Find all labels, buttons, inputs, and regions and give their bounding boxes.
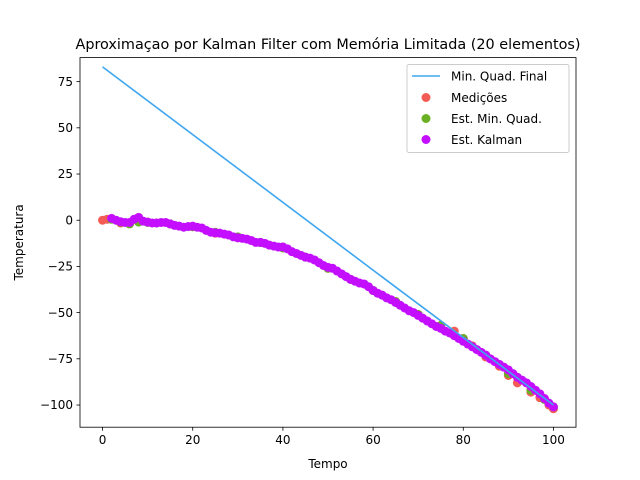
chart-title: Aproximaçao por Kalman Filter com Memóri… — [75, 37, 580, 53]
x-tick-label: 100 — [542, 433, 565, 447]
legend-label-medicoes: Medições — [451, 91, 507, 105]
line-min-quad-final — [102, 66, 554, 406]
x-tick-label: 60 — [365, 433, 380, 447]
y-axis: 75 50 25 0 −25 −50 −75 −100 — [40, 75, 80, 412]
plot-marks — [98, 66, 558, 414]
y-tick-label: −75 — [48, 352, 73, 366]
legend-marker-medicoes — [421, 93, 431, 102]
y-tick-label: 75 — [58, 75, 73, 89]
y-axis-title: Temperatura — [12, 204, 26, 281]
legend: Min. Quad. Final Medições Est. Min. Quad… — [406, 64, 570, 153]
y-tick-label: 0 — [65, 213, 73, 227]
point-est-kalman — [548, 402, 558, 412]
y-tick-label: −100 — [40, 398, 73, 412]
y-tick-label: −50 — [48, 306, 73, 320]
legend-label-min-quad-final: Min. Quad. Final — [451, 70, 547, 84]
x-tick-label: 0 — [99, 433, 107, 447]
y-tick-label: 25 — [58, 167, 73, 181]
legend-label-est-kalman: Est. Kalman — [451, 133, 522, 147]
x-tick-label: 80 — [456, 433, 471, 447]
legend-label-est-min-quad: Est. Min. Quad. — [451, 112, 542, 126]
series-est-kalman — [107, 212, 558, 412]
y-tick-label: 50 — [58, 121, 73, 135]
x-axis-title: Tempo — [307, 457, 347, 471]
legend-box — [406, 64, 570, 153]
plot-area-frame — [79, 57, 577, 428]
legend-marker-est-kalman — [421, 135, 431, 144]
x-tick-label: 40 — [275, 433, 290, 447]
x-tick-label: 20 — [185, 433, 200, 447]
x-axis: 0 20 40 60 80 100 — [99, 427, 565, 447]
legend-marker-est-min-quad — [421, 114, 431, 123]
y-tick-label: −25 — [48, 260, 73, 274]
